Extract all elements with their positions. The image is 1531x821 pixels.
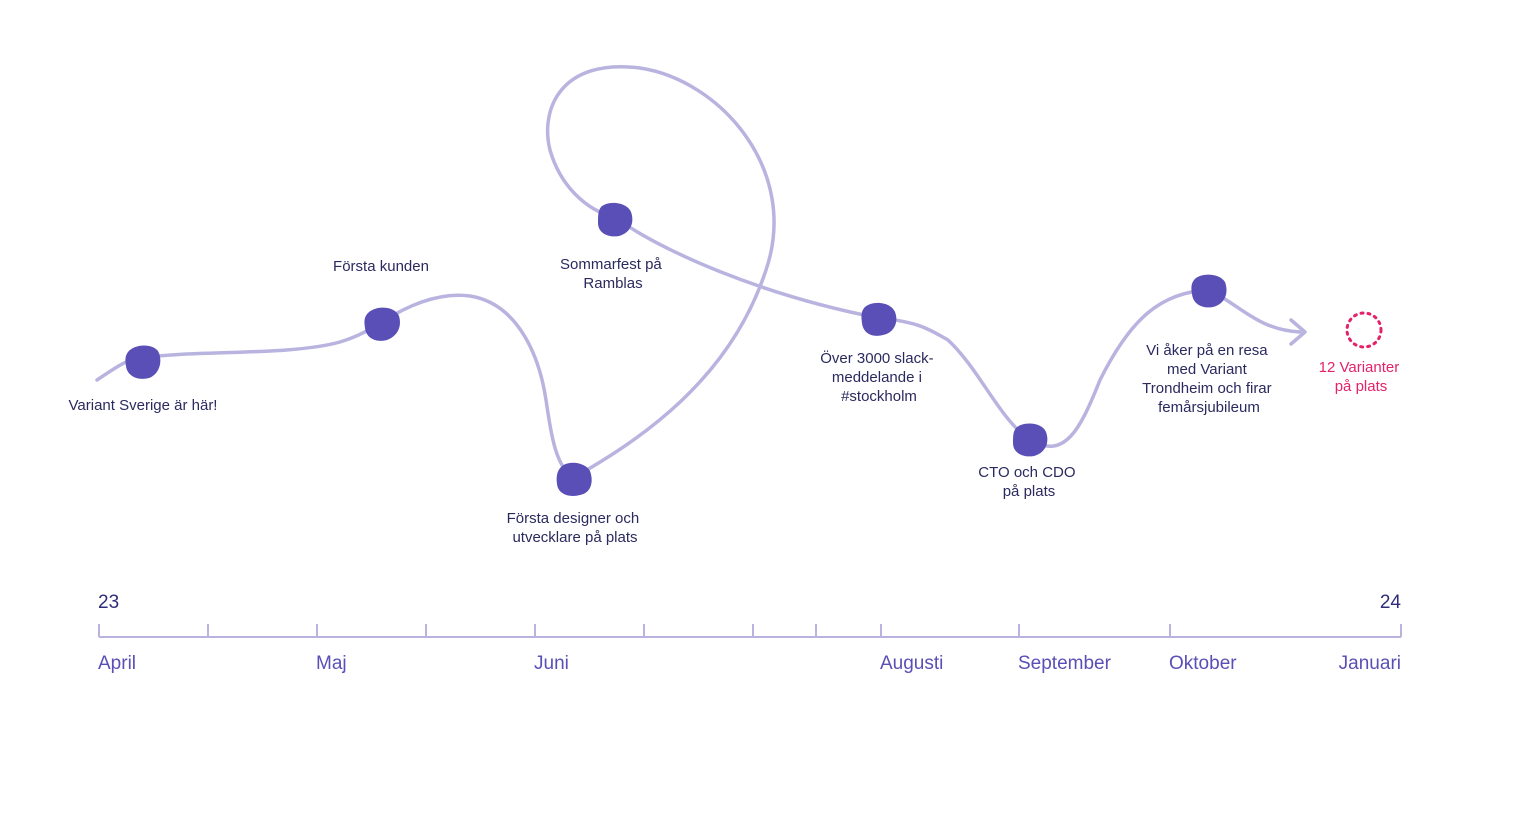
milestone-dot — [556, 462, 592, 496]
end-year-label: 24 — [1380, 592, 1402, 613]
milestone-dots — [125, 202, 1227, 496]
milestone-label: Sommarfest på Ramblas — [560, 256, 666, 292]
milestone-dot — [1013, 423, 1048, 457]
month-label-oktober: Oktober — [1169, 653, 1237, 674]
month-label-januari: Januari — [1339, 653, 1401, 674]
milestone-label: Vi åker på en resa med Variant Trondheim… — [1142, 342, 1276, 416]
future-label: 12 Varianter på plats — [1319, 359, 1404, 395]
milestone-label: Första kunden — [333, 258, 429, 275]
milestone-dot — [598, 202, 633, 237]
month-label-september: September — [1018, 653, 1112, 674]
milestone-label: Över 3000 slack- meddelande i #stockholm — [820, 349, 938, 405]
journey-path — [95, 65, 1302, 481]
milestone-dot — [125, 345, 161, 379]
start-year-label: 23 — [98, 592, 119, 613]
month-label-juni: Juni — [534, 653, 569, 674]
time-axis — [98, 624, 1402, 638]
month-label-augusti: Augusti — [880, 653, 943, 674]
milestone-dot — [1191, 274, 1227, 308]
milestone-label: Variant Sverige är här! — [69, 397, 218, 414]
dotted-circle-icon — [1345, 311, 1383, 349]
arrow-head-icon — [1289, 318, 1307, 346]
month-label-maj: Maj — [316, 653, 347, 674]
month-label-april: April — [98, 653, 136, 674]
milestone-label: Första designer och utvecklare på plats — [507, 510, 644, 546]
milestone-dot — [861, 302, 897, 336]
milestone-label: CTO och CDO på plats — [978, 464, 1079, 500]
milestone-dot — [364, 307, 400, 341]
